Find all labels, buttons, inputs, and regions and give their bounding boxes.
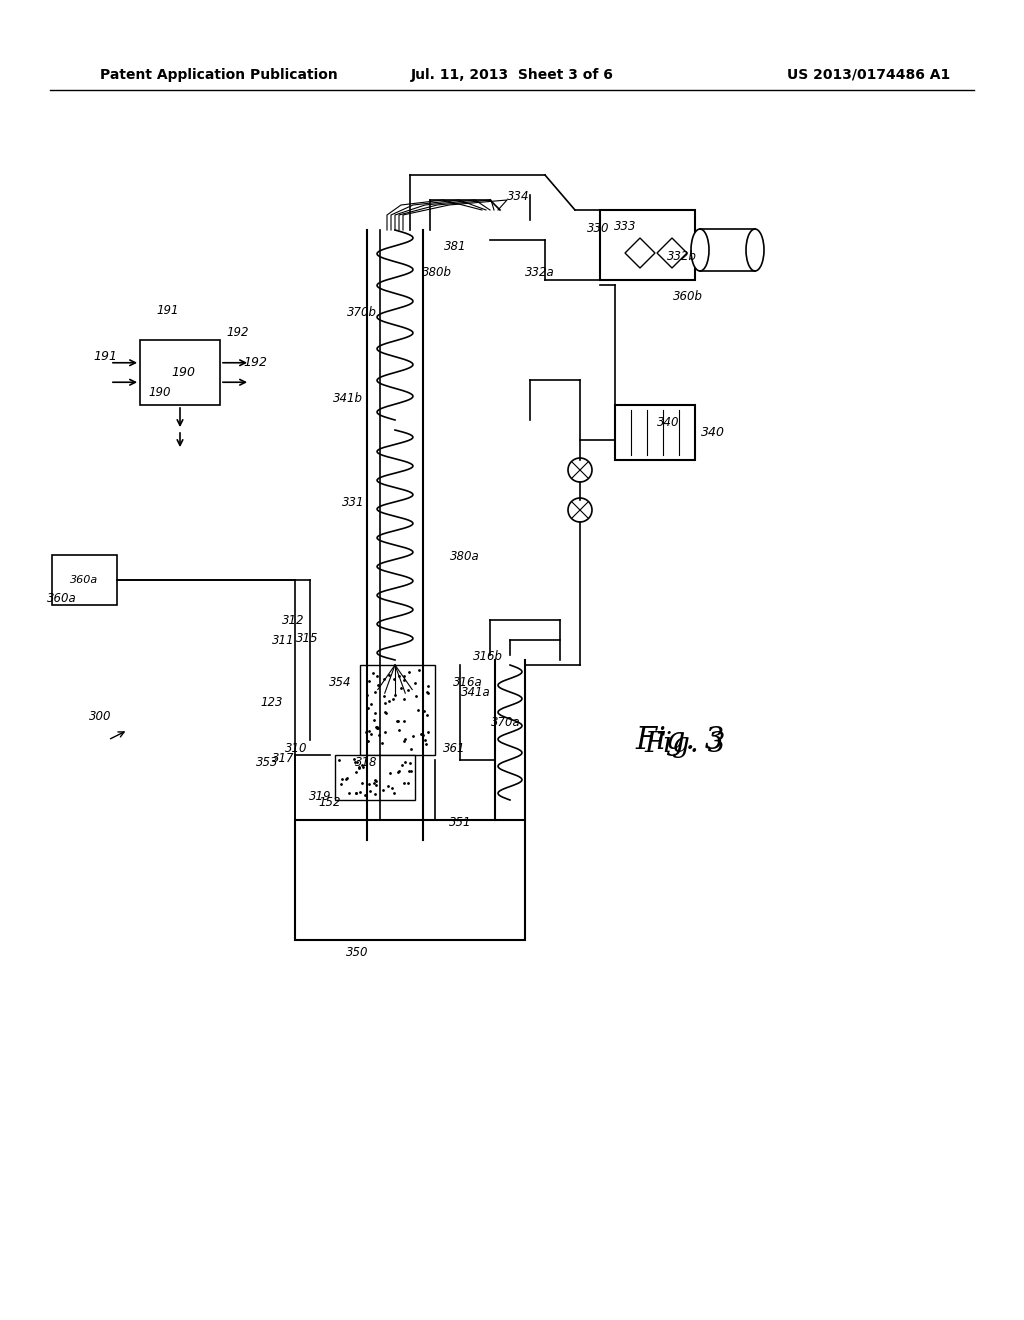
Text: 315: 315 — [296, 631, 318, 644]
Text: 330: 330 — [587, 222, 609, 235]
Text: 360a: 360a — [47, 591, 77, 605]
Text: 311: 311 — [271, 634, 294, 647]
Text: 360b: 360b — [673, 290, 703, 304]
Text: 341b: 341b — [333, 392, 362, 404]
Bar — [600, 210, 695, 280]
Text: 340: 340 — [656, 416, 679, 429]
Text: 192: 192 — [243, 356, 267, 370]
Text: 380a: 380a — [451, 550, 480, 564]
Text: 300: 300 — [89, 710, 112, 722]
Text: 354: 354 — [329, 676, 351, 689]
Bar — [295, 820, 525, 940]
Text: 332b: 332b — [667, 251, 697, 264]
Text: 340: 340 — [701, 426, 725, 440]
Text: Jul. 11, 2013  Sheet 3 of 6: Jul. 11, 2013 Sheet 3 of 6 — [411, 69, 613, 82]
Text: 351: 351 — [449, 816, 471, 829]
Text: 341a: 341a — [461, 685, 490, 698]
Text: 310: 310 — [285, 742, 307, 755]
Text: 191: 191 — [157, 304, 179, 317]
Text: 192: 192 — [226, 326, 249, 339]
Bar — [335, 755, 415, 800]
Bar — [52, 554, 117, 605]
Text: Fig. 3: Fig. 3 — [635, 725, 725, 755]
Text: 361: 361 — [442, 742, 465, 755]
Text: 191: 191 — [93, 350, 117, 363]
Text: 316b: 316b — [473, 651, 503, 664]
Text: Patent Application Publication: Patent Application Publication — [100, 69, 338, 82]
Ellipse shape — [746, 228, 764, 271]
Text: 353: 353 — [256, 755, 279, 768]
Text: 333: 333 — [613, 220, 636, 234]
Text: Fig. 3: Fig. 3 — [644, 731, 726, 759]
Text: 190: 190 — [148, 387, 171, 400]
Text: 123: 123 — [261, 697, 284, 710]
Bar — [140, 341, 220, 405]
Text: 331: 331 — [342, 495, 365, 508]
Text: 316a: 316a — [454, 676, 483, 689]
Text: 152: 152 — [318, 796, 341, 808]
Text: 370b: 370b — [347, 306, 377, 319]
Text: US 2013/0174486 A1: US 2013/0174486 A1 — [786, 69, 950, 82]
Text: 318: 318 — [354, 755, 377, 768]
Text: 380b: 380b — [422, 267, 452, 280]
Text: 317: 317 — [271, 751, 294, 764]
Text: 334: 334 — [507, 190, 529, 203]
Bar — [360, 665, 435, 755]
Bar — [615, 405, 695, 459]
Text: 319: 319 — [309, 791, 331, 804]
Text: 350: 350 — [346, 945, 369, 958]
Ellipse shape — [691, 228, 709, 271]
Text: 312: 312 — [282, 614, 304, 627]
Text: 190: 190 — [171, 366, 195, 379]
Text: 332a: 332a — [525, 267, 555, 280]
Text: 360a: 360a — [71, 576, 98, 585]
Text: 381: 381 — [443, 240, 466, 253]
Text: 370a: 370a — [492, 717, 521, 730]
